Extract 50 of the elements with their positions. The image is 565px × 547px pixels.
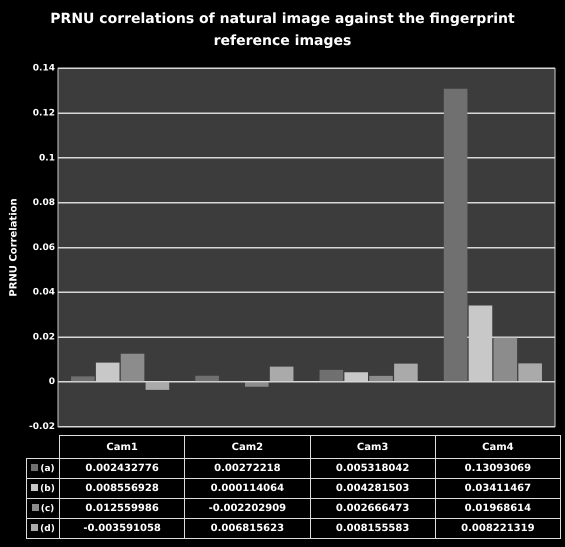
y-tick-label: 0.14 [32,64,55,74]
bar [394,364,418,382]
data-label: -0.003591058 [60,518,185,538]
data-label: 0.00272218 [184,458,310,478]
x-tick-label: Cam4 [435,436,560,458]
data-label: 0.13093069 [435,458,560,478]
data-label: 0.01968614 [435,498,560,518]
bar [146,382,170,390]
bar [493,338,518,382]
y-tick-label: 0.04 [32,288,55,298]
data-label: 0.004281503 [310,478,436,498]
data-label: 0.012559986 [60,498,185,518]
legend-label: (b) [26,478,60,498]
bar [444,88,468,382]
x-tick-label: Cam2 [184,436,310,458]
bar [96,362,120,382]
y-tick-label: 0.06 [32,242,55,253]
bar [244,382,269,387]
legend-label: (c) [26,498,60,518]
bar [270,366,294,382]
data-label: 0.008556928 [60,478,185,498]
bar [320,370,344,382]
x-tick-label: Cam3 [310,436,436,458]
data-label: 0.03411467 [435,478,560,498]
y-tick-label: -0.02 [29,422,55,432]
y-tick-label: 0.02 [32,332,55,342]
y-tick-label: 0.08 [32,198,55,208]
bar [71,376,95,382]
y-tick-label: 0 [48,377,55,388]
data-label: 0.002432776 [60,458,185,478]
data-label: 0.006815623 [184,518,310,538]
y-tick-label: 0.12 [32,108,55,119]
chart-title: PRNU correlations of natural image against the fingerprint reference images [49,10,516,51]
bar [195,376,219,382]
data-label: 0.000114064 [184,478,310,498]
bar [468,305,492,382]
data-label: 0.008155583 [310,518,436,538]
data-label: 0.005318042 [310,458,436,478]
bar [344,372,368,382]
legend-label: (a) [26,458,60,478]
data-label: 0.008221319 [435,518,560,538]
x-tick-label: Cam1 [60,436,185,458]
bar [518,363,542,382]
y-tick-label: 0.1 [39,153,55,164]
data-label: 0.002666473 [310,498,436,518]
bar [120,354,144,382]
bar [369,376,393,382]
data-label: -0.002202909 [184,498,310,518]
y-axis-title: PRNU Correlation [8,198,20,297]
legend-label: (d) [26,518,60,538]
